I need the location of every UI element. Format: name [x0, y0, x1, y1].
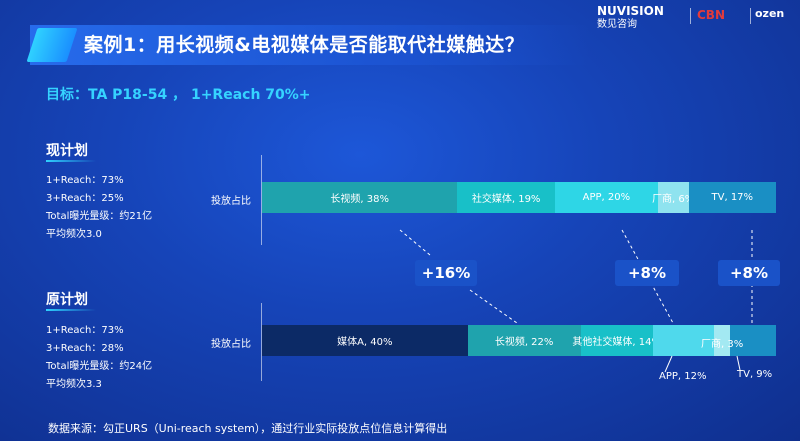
- logo-divider: [750, 8, 751, 24]
- current-plan-bar: 长视频, 38% 社交媒体, 19% APP, 20% 厂商, 6% TV, 17%: [262, 182, 776, 213]
- delta-badge: +8%: [718, 260, 780, 286]
- original-plan-underline: [46, 309, 96, 311]
- bar-segment-label: 长视频, 38%: [330, 194, 389, 205]
- original-stat: 1+Reach：73%: [46, 325, 124, 336]
- bar-segment: [729, 325, 776, 356]
- bar-segment: 其他社交媒体, 14%: [572, 325, 661, 356]
- bar-segment: 社交媒体, 19%: [457, 182, 555, 213]
- original-plan-title: 原计划: [46, 292, 88, 308]
- title-banner: [30, 25, 590, 65]
- connector-line: [399, 229, 431, 256]
- bar-segment: 媒体A, 40%: [262, 325, 468, 356]
- bar-segment: [714, 325, 730, 356]
- bar-segment-label: 其他社交媒体, 14%: [572, 337, 661, 348]
- cbn-text: CBN: [697, 8, 725, 22]
- nuvision-logo: NUVISION 数见咨询: [597, 5, 664, 31]
- original-axis-line: [261, 303, 262, 381]
- current-stat: 3+Reach：25%: [46, 193, 124, 204]
- bar-segment-label: 社交媒体, 19%: [471, 194, 541, 205]
- original-stat: Total曝光量级：约24亿: [46, 361, 153, 372]
- bar-segment: 厂商, 6%: [652, 182, 694, 213]
- current-plan-title: 现计划: [46, 143, 88, 159]
- bar-segment: APP, 20%: [554, 182, 658, 213]
- cbn-logo: CBN: [697, 8, 725, 22]
- bar-segment: 长视频, 38%: [262, 182, 458, 213]
- bar-segment-label: TV, 17%: [711, 192, 754, 203]
- bar-segment-label: 长视频, 22%: [494, 337, 554, 348]
- original-bar-label: 投放占比: [211, 339, 251, 350]
- bar-segment-label: 厂商, 6%: [652, 194, 695, 205]
- current-plan-underline: [46, 160, 96, 162]
- current-axis-line: [261, 155, 262, 245]
- target-text: 目标：TA P18-54 ， 1+Reach 70%+: [46, 87, 311, 103]
- original-stat: 平均频次3.3: [46, 379, 102, 390]
- callout-line: [736, 355, 741, 371]
- data-source-note: 数据来源：勾正URS（Uni-reach system），通过行业实际投放点位信…: [48, 422, 448, 435]
- original-plan-bar: 媒体A, 40% 长视频, 22% 其他社交媒体, 14%: [262, 325, 776, 356]
- delta-badge: +8%: [615, 260, 679, 286]
- nuvision-name: NUVISION: [597, 4, 664, 18]
- bar-segment: TV, 17%: [688, 182, 776, 213]
- factory-label: 厂商, 3%: [701, 339, 744, 350]
- current-stat: 平均频次3.0: [46, 229, 102, 240]
- current-stat: Total曝光量级：约21亿: [46, 211, 153, 222]
- tv-callout: TV, 9%: [737, 369, 773, 380]
- bar-segment: [652, 325, 715, 356]
- bar-segment-label: 媒体A, 40%: [337, 337, 393, 348]
- original-stat: 3+Reach：28%: [46, 343, 124, 354]
- current-bar-label: 投放占比: [211, 196, 251, 207]
- nuvision-sub: 数见咨询: [597, 19, 637, 30]
- callout-line: [664, 355, 673, 373]
- bar-segment-label: APP, 20%: [582, 192, 631, 203]
- current-stat: 1+Reach：73%: [46, 175, 124, 186]
- bar-segment: 长视频, 22%: [467, 325, 581, 356]
- page-title: 案例1：用长视频&电视媒体是否能取代社媒触达？: [84, 34, 525, 56]
- ozen-logo: ozen: [755, 7, 785, 20]
- app-callout: APP, 12%: [659, 371, 707, 382]
- logo-divider: [690, 8, 691, 24]
- connector-line: [469, 289, 518, 324]
- delta-badge: +16%: [415, 260, 477, 286]
